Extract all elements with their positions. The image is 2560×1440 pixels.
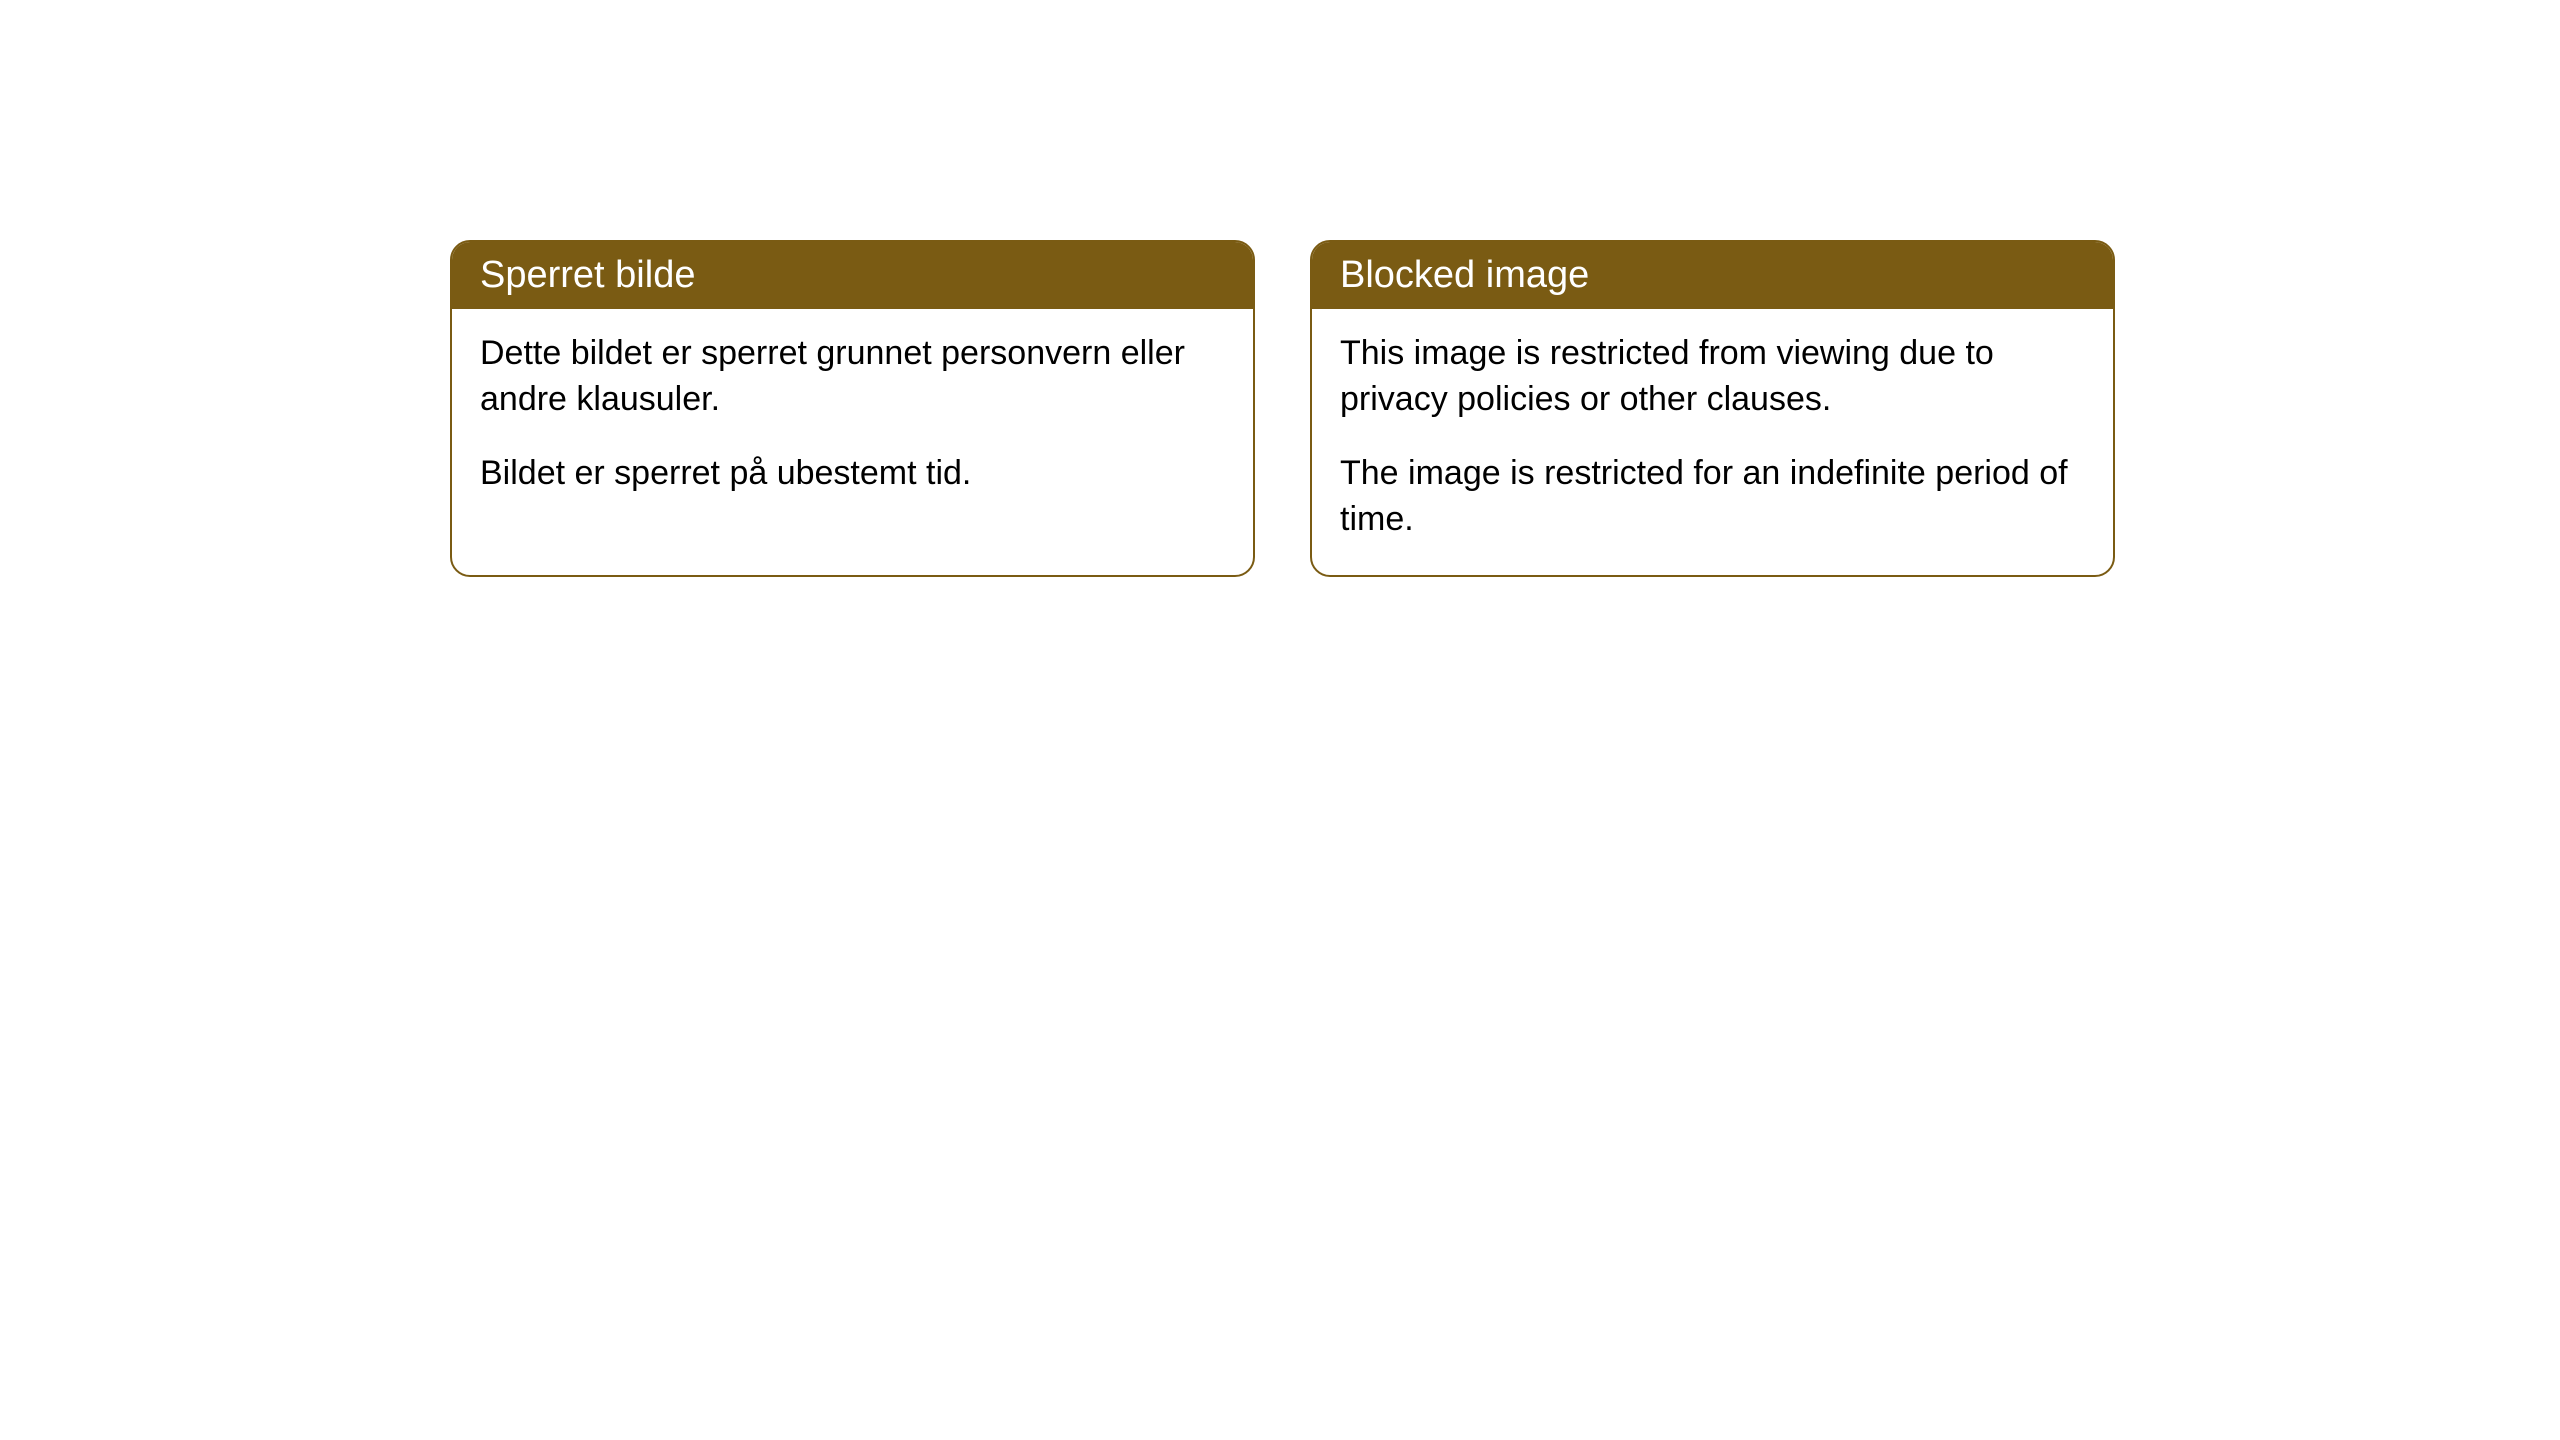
notice-body-english: This image is restricted from viewing du…: [1312, 309, 2113, 575]
notice-paragraph: The image is restricted for an indefinit…: [1340, 451, 2085, 543]
notice-container: Sperret bilde Dette bildet er sperret gr…: [450, 240, 2115, 577]
notice-paragraph: Bildet er sperret på ubestemt tid.: [480, 451, 1225, 497]
notice-title: Sperret bilde: [480, 254, 695, 296]
notice-card-norwegian: Sperret bilde Dette bildet er sperret gr…: [450, 240, 1255, 577]
notice-header-english: Blocked image: [1312, 242, 2113, 309]
notice-title: Blocked image: [1340, 254, 1589, 296]
notice-header-norwegian: Sperret bilde: [452, 242, 1253, 309]
notice-body-norwegian: Dette bildet er sperret grunnet personve…: [452, 309, 1253, 529]
notice-paragraph: This image is restricted from viewing du…: [1340, 331, 2085, 423]
notice-card-english: Blocked image This image is restricted f…: [1310, 240, 2115, 577]
notice-paragraph: Dette bildet er sperret grunnet personve…: [480, 331, 1225, 423]
